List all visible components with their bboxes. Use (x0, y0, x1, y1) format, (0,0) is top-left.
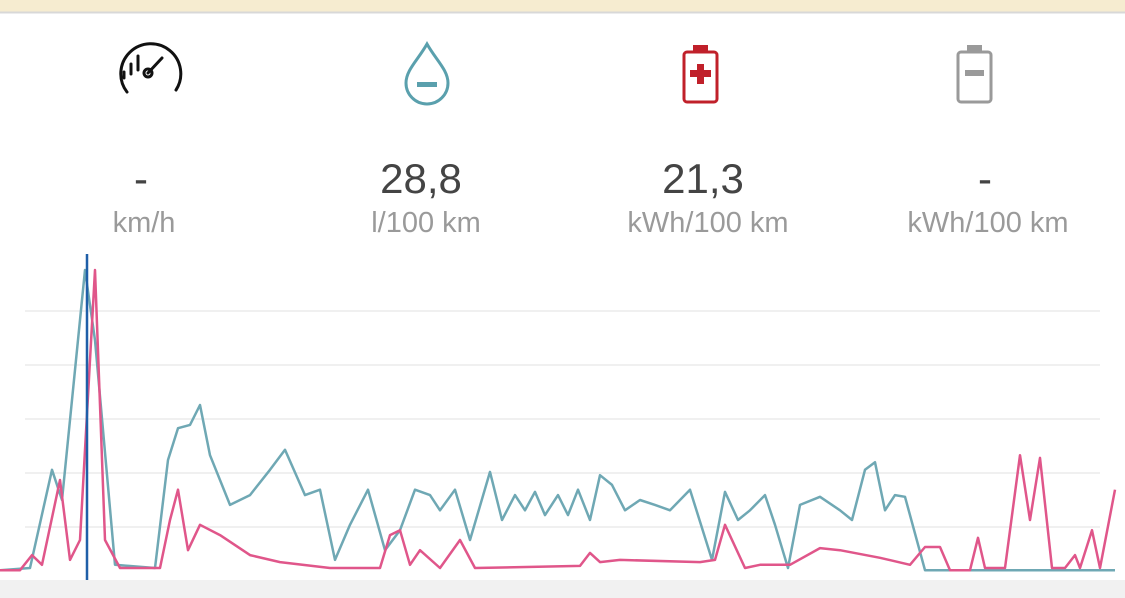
stat-value: 21,3 (662, 155, 744, 202)
stat-unit: km/h (113, 207, 176, 239)
stat-value: 28,8 (380, 155, 462, 202)
stat-unit: kWh/100 km (907, 207, 1068, 239)
series-line (0, 268, 1117, 572)
battery-icon (956, 45, 993, 104)
series-line (0, 268, 1115, 572)
stat-value: - (134, 155, 148, 202)
stat-value: - (978, 155, 992, 202)
footer-band (0, 580, 1125, 598)
map-strip (0, 0, 1125, 12)
speed-icon (119, 42, 183, 94)
fuel-icon (404, 40, 450, 106)
stat-unit: l/100 km (371, 207, 481, 239)
chart (0, 268, 1117, 572)
stat-unit: kWh/100 km (627, 207, 788, 239)
battery-charge-icon (682, 45, 719, 104)
